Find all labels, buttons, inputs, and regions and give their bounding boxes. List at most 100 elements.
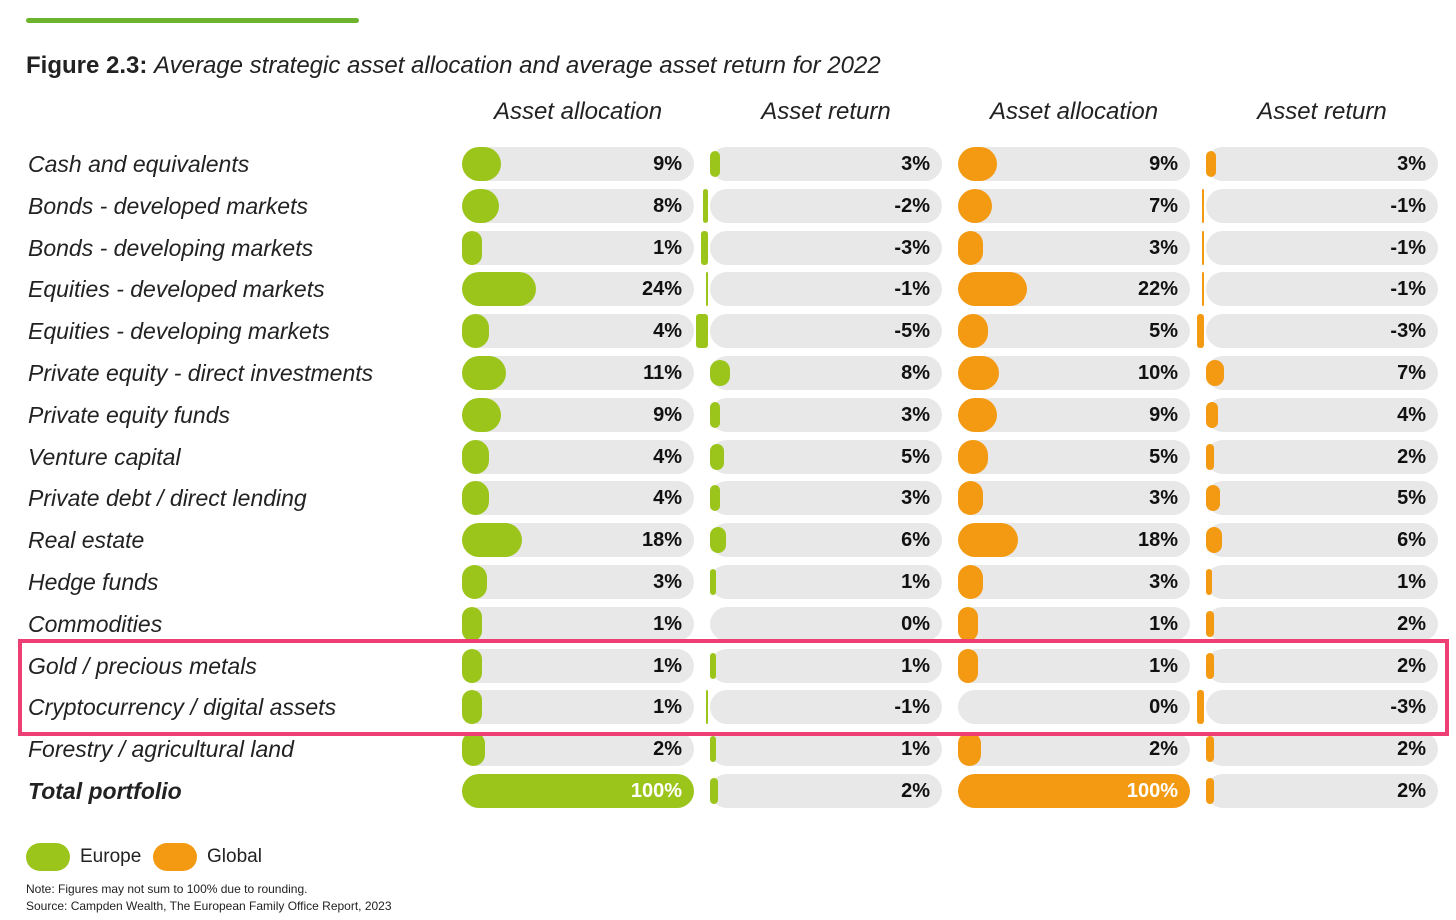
column-header-2: Asset return — [761, 98, 891, 125]
bar-track: 18% — [462, 523, 694, 558]
value-label: 3% — [1397, 153, 1426, 175]
column-header-1: Asset allocation — [493, 98, 663, 125]
value-label: 3% — [1149, 236, 1178, 259]
value-label: 1% — [1397, 571, 1426, 593]
value-label: 1% — [653, 236, 682, 259]
value-label: 1% — [901, 654, 930, 677]
bar-fill-global — [958, 732, 981, 767]
legend-swatch-global — [153, 843, 197, 871]
value-label: 8% — [901, 362, 930, 384]
return-mark-europe — [710, 443, 724, 470]
row-label-hedge-funds: Hedge funds — [28, 569, 159, 595]
return-mark-negative-global — [1201, 188, 1204, 223]
bar-track: 3% — [1206, 147, 1438, 181]
value-label: 2% — [1397, 445, 1426, 468]
bar-fill-europe — [462, 230, 483, 265]
value-label: 100% — [1126, 780, 1178, 802]
value-label: 7% — [1149, 194, 1178, 217]
row-label-crypto: Cryptocurrency / digital assets — [28, 694, 337, 721]
return-mark-europe — [710, 485, 720, 512]
bar-track: -3% — [1196, 690, 1438, 725]
return-mark-europe — [710, 569, 716, 595]
bar-track: 3% — [958, 565, 1190, 599]
value-label: -1% — [894, 696, 930, 719]
bar-track: 5% — [958, 439, 1190, 474]
bar-fill-europe — [462, 732, 485, 767]
value-label: 4% — [653, 320, 682, 343]
bar-fill-europe — [462, 565, 487, 599]
value-label: 5% — [1149, 445, 1178, 468]
bar-track: 2% — [1206, 648, 1438, 683]
return-mark-negative-global — [1201, 230, 1204, 265]
bar-track: 1% — [462, 606, 694, 641]
bar-track: 0% — [710, 606, 942, 641]
bar-fill-europe — [462, 606, 483, 641]
bar-track: 100% — [958, 774, 1190, 808]
value-label: 1% — [901, 571, 930, 593]
bar-fill-europe — [462, 523, 522, 558]
bar-track: 2% — [1206, 606, 1438, 641]
bar-fill-global — [958, 648, 979, 683]
value-label: -3% — [1390, 320, 1426, 343]
bar-fill-europe — [462, 774, 694, 808]
bar-track: -1% — [1201, 230, 1438, 265]
bar-fill-global — [958, 356, 1000, 390]
return-mark-europe — [710, 360, 730, 386]
bar-track: 2% — [1206, 732, 1438, 767]
value-label: 4% — [653, 487, 682, 510]
row-label-pe-funds: Private equity funds — [28, 401, 231, 428]
row-label-private-debt: Private debt / direct lending — [28, 485, 307, 512]
bar-track: 9% — [462, 147, 694, 181]
bar-track: 8% — [462, 188, 694, 223]
bar-fill-europe — [462, 690, 483, 725]
value-label: 18% — [641, 529, 682, 552]
return-mark-europe — [710, 652, 716, 679]
return-mark-global — [1206, 151, 1216, 177]
value-label: -1% — [1390, 278, 1426, 301]
bar-track: 10% — [958, 356, 1190, 390]
bar-fill-europe — [462, 356, 506, 390]
value-label: 10% — [1137, 362, 1178, 384]
bar-track: 11% — [462, 356, 694, 390]
bar-track: 1% — [1206, 565, 1438, 599]
value-label: 6% — [901, 529, 930, 552]
value-label: 3% — [901, 153, 930, 175]
value-label: -1% — [1390, 236, 1426, 259]
return-mark-global — [1206, 401, 1218, 428]
row-label-bonds-developed: Bonds - developed markets — [28, 192, 308, 219]
bar-track: 3% — [710, 481, 942, 516]
value-label: 18% — [1137, 529, 1178, 552]
value-label: 100% — [630, 780, 682, 802]
value-label: -5% — [894, 320, 930, 343]
value-label: 0% — [901, 612, 930, 635]
bar-fill-europe — [462, 314, 490, 349]
value-label: 8% — [653, 194, 682, 217]
value-label: 5% — [1149, 320, 1178, 343]
value-label: 9% — [653, 403, 682, 426]
source-note: Source: Campden Wealth, The European Fam… — [26, 899, 392, 913]
column-header-3: Asset allocation — [989, 98, 1159, 125]
bar-track: 5% — [1206, 481, 1438, 516]
bar-track: 8% — [710, 356, 942, 390]
row-label-cash: Cash and equivalents — [28, 151, 250, 177]
bar-track: -2% — [703, 188, 942, 223]
value-label: 0% — [1149, 696, 1178, 719]
return-mark-global — [1206, 527, 1222, 554]
bar-track: 6% — [1206, 523, 1438, 558]
bar-fill-global — [958, 188, 993, 223]
return-mark-negative-global — [1201, 272, 1204, 307]
bar-fill-europe — [462, 188, 499, 223]
bar-fill-global — [958, 147, 997, 181]
bar-track: 4% — [1206, 397, 1438, 432]
bar-fill-global — [958, 774, 1190, 808]
return-mark-europe — [710, 151, 720, 177]
value-label: 1% — [901, 738, 930, 761]
value-label: 2% — [1397, 654, 1426, 677]
bar-track: 22% — [958, 272, 1190, 307]
return-mark-europe — [710, 778, 718, 804]
bar-track: 3% — [462, 565, 694, 599]
row-label-gold: Gold / precious metals — [28, 652, 257, 679]
bar-fill-europe — [462, 481, 490, 516]
value-label: 1% — [653, 654, 682, 677]
value-label: 3% — [901, 403, 930, 426]
